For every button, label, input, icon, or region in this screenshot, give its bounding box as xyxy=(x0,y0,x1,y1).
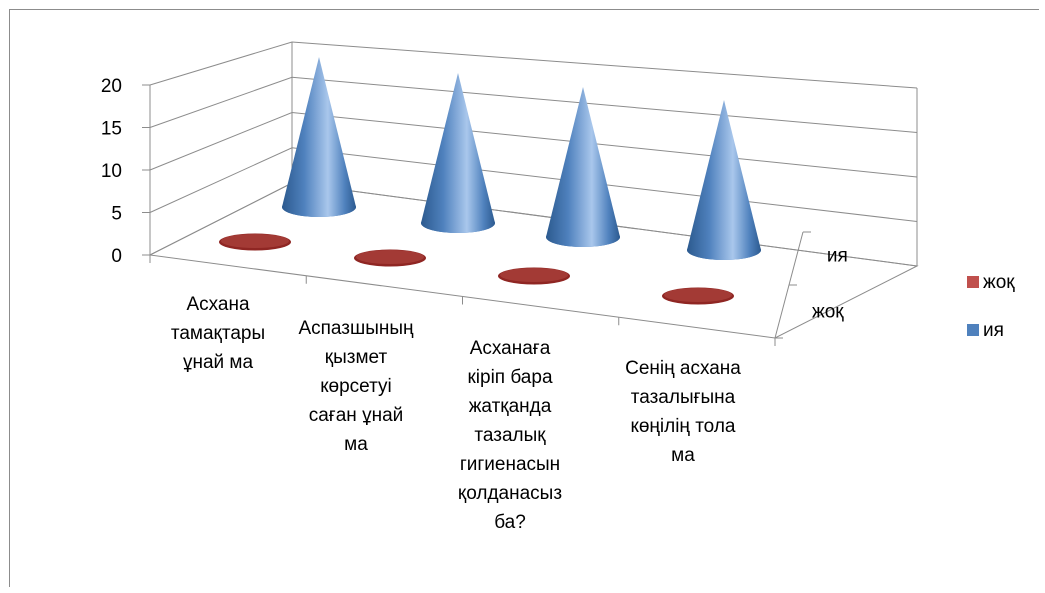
disc-top xyxy=(221,234,289,248)
axes xyxy=(142,84,811,346)
bar-zhoq xyxy=(662,287,734,305)
chart-frame xyxy=(9,9,1039,587)
x-category-label-line: жатқанда xyxy=(469,396,552,417)
cone-body xyxy=(687,100,761,260)
gridlines xyxy=(149,41,918,267)
depth-axis-labels: ия жоқ xyxy=(812,245,848,322)
x-category-label-line: қызмет xyxy=(325,347,388,368)
x-category-label-line: ма xyxy=(344,434,368,455)
x-category-label: Асхана тамақтары ұнай ма xyxy=(171,294,265,373)
floor xyxy=(148,182,919,339)
x-axis-labels: Асхана тамақтары ұнай ма Аспазшының қызмет кө… xyxy=(171,294,741,533)
bar-iya xyxy=(546,87,620,247)
disc-top xyxy=(664,288,732,302)
x-category-label-line: көңілің тола xyxy=(631,416,736,437)
y-tick-label: 5 xyxy=(111,204,122,225)
y-tick-label: 20 xyxy=(101,76,122,97)
x-category-label-line: Сенің асхана xyxy=(625,358,741,379)
legend-item: ия xyxy=(967,320,1004,341)
x-category-label-line: Асхана xyxy=(186,294,250,315)
x-category-label-line: ба? xyxy=(494,512,526,533)
x-category-label-line: саған ұнай xyxy=(309,405,404,426)
y-axis-ticks: 0 5 10 15 20 xyxy=(101,76,122,267)
gridline xyxy=(149,41,918,89)
bar-iya xyxy=(687,100,761,260)
x-category-label-line: гигиенасын xyxy=(460,454,560,475)
bar-zhoq xyxy=(219,233,291,251)
gridline xyxy=(149,147,918,222)
x-category-label: Сенің асхана тазалығына көңілің тола ма xyxy=(625,358,741,466)
cone-body xyxy=(421,73,495,233)
cone-body xyxy=(282,57,356,217)
legend-item: жоқ xyxy=(967,272,1015,293)
x-category-label-line: Асханаға xyxy=(470,338,551,359)
legend-swatch xyxy=(967,276,979,288)
x-category-label-line: ма xyxy=(671,445,695,466)
bar-iya xyxy=(421,73,495,233)
depth-label: ия xyxy=(827,245,848,266)
x-category-label-line: ұнай ма xyxy=(183,352,254,373)
bar-zhoq xyxy=(354,249,426,267)
y-tick-label: 15 xyxy=(101,119,122,140)
x-category-label-line: тамақтары xyxy=(171,323,265,344)
depth-label: жоқ xyxy=(812,302,844,323)
disc-top xyxy=(500,268,568,282)
x-category-label-line: қолданасыз xyxy=(458,483,562,504)
x-category-label: Асханаға кіріп бара жатқанда тазалық гигиена… xyxy=(458,338,562,533)
legend-label: ия xyxy=(983,320,1004,341)
disc-top xyxy=(356,250,424,264)
bar-iya xyxy=(282,57,356,217)
bar-zhoq xyxy=(498,267,570,285)
gridline xyxy=(149,182,918,267)
legend-label: жоқ xyxy=(983,272,1015,293)
gridline xyxy=(149,111,918,178)
legend: жоқ ия xyxy=(967,272,1015,341)
x-category-label: Аспазшының қызмет көрсетуі саған ұнай ма xyxy=(298,318,414,455)
y-tick-label: 10 xyxy=(101,161,122,182)
x-category-label-line: тазалық xyxy=(474,425,546,446)
x-category-label-line: тазалығына xyxy=(631,387,736,408)
chart-marks xyxy=(219,57,761,305)
x-category-label-line: кіріп бара xyxy=(467,367,552,388)
y-tick-label: 0 xyxy=(111,246,122,267)
legend-swatch xyxy=(967,324,979,336)
cone-body xyxy=(546,87,620,247)
x-category-label-line: көрсетуі xyxy=(320,376,392,397)
gridline xyxy=(149,76,918,133)
x-category-label-line: Аспазшының xyxy=(298,318,414,339)
